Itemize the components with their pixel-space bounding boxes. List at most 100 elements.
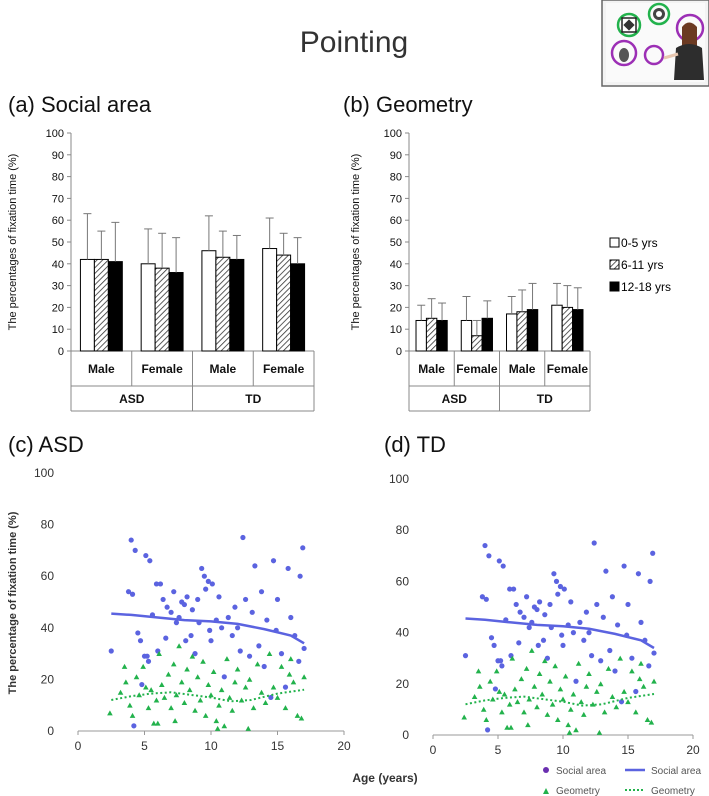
y-tick-label: 80: [396, 523, 410, 537]
subgroup-label: Male: [210, 362, 237, 376]
social-area-point: [612, 668, 618, 674]
social-area-point: [192, 651, 198, 657]
legend-geometry-points-label: Geometry: [556, 786, 600, 796]
geometry-point: [290, 679, 297, 685]
social-area-point: [524, 594, 530, 600]
geometry-point: [197, 697, 204, 703]
social-area-point: [173, 620, 180, 626]
social-area-point: [526, 624, 532, 631]
y-tick-label: 10: [390, 324, 402, 336]
social-area-point: [288, 614, 294, 621]
social-area-point: [589, 653, 595, 659]
geometry-point: [596, 729, 603, 735]
legend-swatch-0-5: [609, 237, 620, 248]
social-area-point: [586, 630, 592, 636]
social-area-point: [591, 540, 597, 546]
geometry-point: [566, 729, 573, 735]
geometry-point: [107, 710, 113, 716]
social-area-point: [483, 596, 489, 602]
bar: [93, 258, 109, 352]
social-area-point: [510, 586, 517, 592]
bar: [229, 258, 245, 352]
social-area-point: [568, 599, 574, 605]
x-tick-label: 0: [75, 739, 82, 753]
geometry-point: [512, 686, 518, 692]
geometry-point: [178, 679, 185, 685]
geometry-point: [601, 709, 608, 715]
group-label: ASD: [119, 392, 145, 406]
geometry-point: [617, 655, 623, 661]
y-tick-label: 60: [41, 569, 55, 583]
social-area-point: [499, 663, 505, 669]
legend-swatch-12-18: [609, 281, 620, 292]
social-area-point: [147, 558, 153, 564]
legend-social-line-label: Social area: [651, 766, 701, 777]
social-area-point: [278, 651, 285, 657]
social-area-point: [486, 553, 492, 559]
social-area-point: [647, 578, 653, 585]
x-tick-label: 15: [271, 739, 285, 753]
social-area-point: [207, 627, 213, 633]
y-tick-label: 100: [389, 472, 409, 486]
geometry-point: [274, 694, 281, 700]
bar: [79, 258, 95, 352]
age-axis-label: Age (years): [352, 771, 417, 785]
subgroup-label: Female: [547, 362, 589, 376]
social-area-point: [618, 699, 625, 705]
geometry-point: [218, 687, 225, 693]
geometry-point: [578, 699, 584, 705]
social-area-point: [488, 635, 495, 641]
social-area-point: [517, 609, 523, 615]
geometry-point: [288, 656, 294, 662]
geometry-point: [636, 676, 643, 682]
social-area-point: [203, 586, 209, 592]
social-area-point: [485, 727, 491, 733]
bar: [506, 313, 518, 352]
social-area-point: [561, 586, 567, 592]
group-label: TD: [245, 392, 261, 406]
social-area-point: [216, 594, 222, 600]
legend-social-points-label: Social area: [556, 766, 606, 777]
social-area-point: [132, 547, 138, 554]
y-tick-label: 100: [34, 466, 54, 480]
social-area-point: [157, 581, 164, 587]
subgroup-label: Female: [141, 362, 183, 376]
geometry-point: [621, 688, 627, 694]
social-area-point: [195, 596, 201, 603]
social-area-point: [609, 594, 616, 600]
bar: [516, 311, 528, 352]
bar: [140, 263, 156, 352]
social-area-point: [153, 581, 160, 587]
geometry-point: [294, 712, 301, 718]
y-tick-label: 70: [390, 193, 402, 205]
chart-title: (a) Social area: [8, 92, 152, 117]
y-tick-label: 20: [52, 302, 64, 314]
x-tick-label: 15: [621, 743, 635, 757]
geometry-point: [605, 665, 612, 671]
social-area-point: [240, 534, 246, 541]
geometry-point: [557, 686, 564, 692]
geometry-point: [234, 666, 241, 672]
chart-title: (c) ASD: [8, 432, 84, 457]
y-tick-label: 100: [384, 128, 402, 140]
social-area-point: [221, 674, 227, 680]
bar: [561, 306, 574, 352]
geometry-point: [129, 712, 136, 718]
geometry-point: [153, 697, 160, 703]
social-area-point: [145, 658, 152, 664]
social-area-point: [139, 681, 145, 688]
subgroup-label: Female: [263, 362, 305, 376]
social-area-point: [181, 601, 187, 608]
geometry-point: [562, 673, 569, 679]
social-area-point: [581, 637, 587, 643]
social-area-point: [537, 599, 543, 605]
bar: [154, 267, 170, 352]
geometry-point: [487, 678, 493, 684]
legend-label-0-5: 0-5 yrs: [621, 236, 658, 250]
geometry-point: [140, 663, 146, 669]
x-tick-label: 20: [686, 743, 700, 757]
geometry-point: [483, 717, 490, 723]
social-area-point: [603, 568, 609, 574]
geometry-point: [229, 707, 236, 713]
geometry-point: [181, 700, 188, 706]
